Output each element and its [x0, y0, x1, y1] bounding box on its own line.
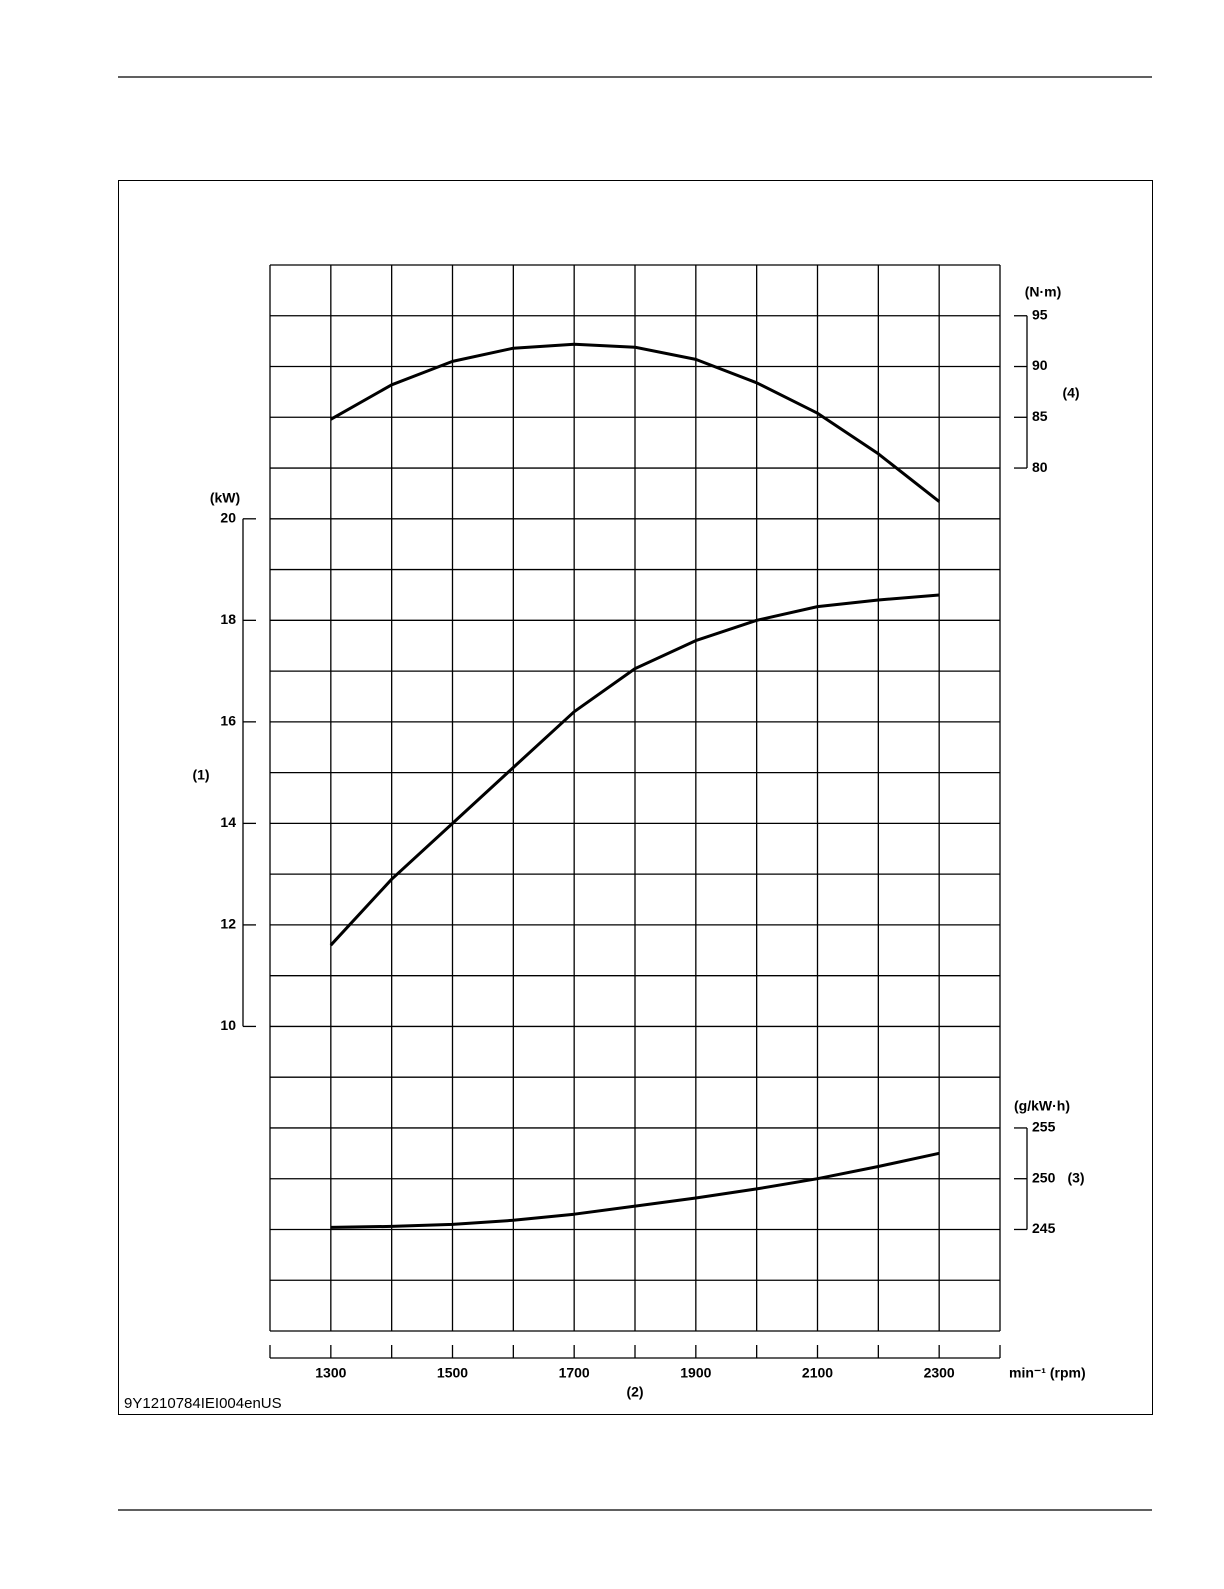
y2-unit: (N·m): [1025, 284, 1062, 300]
y3-unit: (g/kW·h): [1014, 1098, 1070, 1114]
y3-tick-label: 245: [1032, 1220, 1056, 1236]
y2-tick-label: 80: [1032, 459, 1048, 475]
x-tick-label: 1900: [680, 1365, 711, 1381]
y-tick-label: 10: [220, 1017, 236, 1033]
y-tick-label: 16: [220, 713, 236, 729]
curve: [329, 593, 940, 947]
y2-tick-label: 85: [1032, 408, 1048, 424]
x-tick-label: 2100: [802, 1365, 833, 1381]
x-unit: min⁻¹ (rpm): [1009, 1365, 1086, 1381]
y3-label: (3): [1067, 1170, 1084, 1186]
y-tick-label: 20: [220, 510, 236, 526]
y-unit: (kW): [210, 490, 240, 506]
x-label: (2): [626, 1384, 643, 1400]
x-tick-label: 1500: [437, 1365, 468, 1381]
y-label: (1): [192, 767, 209, 783]
y2-tick-label: 90: [1032, 357, 1048, 373]
y-tick-label: 14: [220, 814, 236, 830]
y2-tick-label: 95: [1032, 306, 1048, 322]
x-tick-label: 1700: [559, 1365, 590, 1381]
y3-tick-label: 250: [1032, 1169, 1056, 1185]
y3-tick-label: 255: [1032, 1119, 1056, 1135]
figure-frame: [118, 180, 1153, 1415]
x-tick-label: 1300: [315, 1365, 346, 1381]
curve: [330, 342, 941, 503]
y2-label: (4): [1062, 385, 1079, 401]
x-tick-label: 2300: [924, 1365, 955, 1381]
curve: [330, 1151, 940, 1229]
y-tick-label: 18: [220, 611, 236, 627]
y-tick-label: 12: [220, 916, 236, 932]
figure-code: 9Y1210784IEI004enUS: [124, 1395, 282, 1412]
